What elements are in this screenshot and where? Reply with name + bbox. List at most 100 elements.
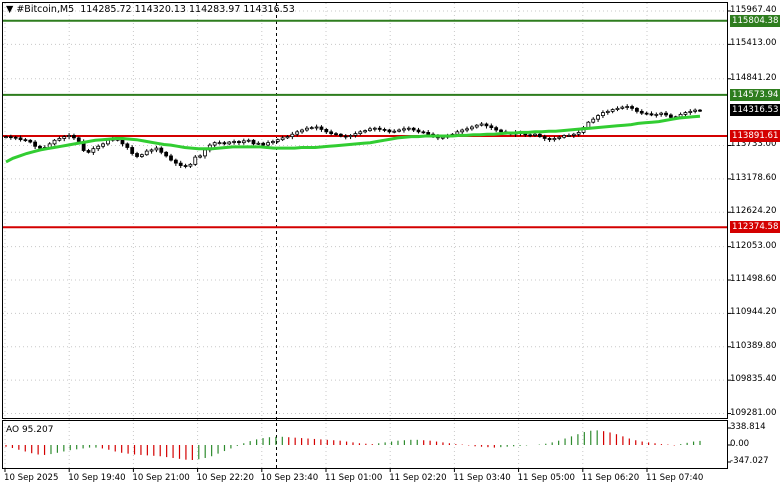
candle xyxy=(135,151,139,159)
candle xyxy=(698,109,702,113)
level-label: 114573.94 xyxy=(730,88,781,101)
candle xyxy=(402,126,406,133)
candle xyxy=(251,139,256,146)
candle xyxy=(227,140,232,146)
candle xyxy=(353,131,358,138)
candle xyxy=(13,135,18,141)
candle xyxy=(67,133,71,140)
candle xyxy=(324,128,329,134)
moving-average-line xyxy=(5,114,701,164)
candle xyxy=(479,122,484,127)
candle xyxy=(144,149,149,156)
ao-title: AO 95.207 xyxy=(6,425,54,435)
price-tick-label: 111498.60 xyxy=(730,274,777,285)
candle xyxy=(659,111,664,117)
current-price-label: 114316.53 xyxy=(730,104,781,117)
triangle-down-icon[interactable]: ▼ xyxy=(6,4,14,15)
candle xyxy=(610,108,615,114)
level-label: 115804.38 xyxy=(730,14,781,27)
price-tick-label: 109281.00 xyxy=(730,407,777,418)
candle xyxy=(639,109,644,115)
candle xyxy=(319,125,324,132)
candle xyxy=(489,123,494,131)
candle xyxy=(484,122,489,129)
candle xyxy=(222,141,227,146)
candle xyxy=(591,117,596,124)
time-tick-label: 10 Sep 22:20 xyxy=(196,473,254,483)
candle xyxy=(130,145,135,156)
symbol-label: #Bitcoin,M5 xyxy=(16,4,75,15)
candle xyxy=(688,109,693,115)
candle xyxy=(237,140,241,146)
candle xyxy=(625,104,630,110)
candle xyxy=(241,138,246,145)
price-tick-label: 110389.80 xyxy=(730,340,777,351)
candle xyxy=(576,130,581,137)
candle xyxy=(416,127,421,134)
candle xyxy=(188,163,193,169)
candle xyxy=(8,134,13,140)
candle xyxy=(567,133,571,137)
candle xyxy=(421,130,426,134)
candle xyxy=(571,132,576,138)
ao-tick-label: -347.027 xyxy=(730,456,769,466)
price-tick-label: 115967.40 xyxy=(730,4,777,15)
candle xyxy=(644,111,649,116)
candle xyxy=(596,114,600,122)
candle xyxy=(406,126,411,132)
candle xyxy=(256,141,261,146)
ao-tick-label: 0.00 xyxy=(730,439,750,449)
time-tick-label: 11 Sep 05:00 xyxy=(517,473,575,483)
candle xyxy=(372,126,377,132)
candle xyxy=(620,105,625,110)
candle xyxy=(615,106,620,112)
candle xyxy=(154,145,159,153)
candle xyxy=(465,126,469,133)
candle xyxy=(164,151,169,158)
time-tick-label: 11 Sep 01:00 xyxy=(325,473,383,483)
candle xyxy=(309,126,314,130)
time-tick-label: 11 Sep 06:20 xyxy=(581,473,640,483)
candle xyxy=(630,104,634,111)
time-tick-label: 10 Sep 23:40 xyxy=(260,473,319,483)
time-tick-label: 11 Sep 07:40 xyxy=(646,473,704,483)
candle xyxy=(635,107,639,114)
candle xyxy=(232,139,236,145)
candle xyxy=(212,141,217,148)
price-tick-label: 112053.00 xyxy=(730,240,777,251)
candle xyxy=(542,134,547,142)
candle xyxy=(348,134,353,140)
candle xyxy=(460,128,465,135)
candle xyxy=(183,163,188,169)
candle xyxy=(280,135,285,142)
candle xyxy=(125,142,130,150)
candle xyxy=(300,128,304,134)
candle xyxy=(605,109,610,115)
candle xyxy=(178,160,183,169)
candle xyxy=(139,153,144,158)
candle xyxy=(159,146,164,155)
price-levels xyxy=(3,19,727,229)
candle xyxy=(601,110,605,119)
price-tick-label: 115413.00 xyxy=(730,38,777,49)
main-plot-frame xyxy=(2,2,728,419)
ao-tick-label: 338.814 xyxy=(730,422,766,432)
candle xyxy=(57,136,62,142)
candle xyxy=(368,126,372,132)
candle xyxy=(101,142,105,149)
candle xyxy=(693,108,698,114)
price-tick-label: 113733.00 xyxy=(730,139,777,150)
price-tick-label: 114841.20 xyxy=(730,72,777,83)
time-tick-label: 11 Sep 02:20 xyxy=(389,473,447,483)
candle xyxy=(28,139,33,144)
time-tick-label: 10 Sep 19:40 xyxy=(68,473,126,483)
candle xyxy=(664,110,668,118)
candle xyxy=(86,148,91,154)
candle xyxy=(329,129,334,136)
price-tick-label: 113178.60 xyxy=(730,172,777,183)
candle xyxy=(72,133,76,140)
candle xyxy=(173,158,178,166)
candle xyxy=(358,130,363,136)
